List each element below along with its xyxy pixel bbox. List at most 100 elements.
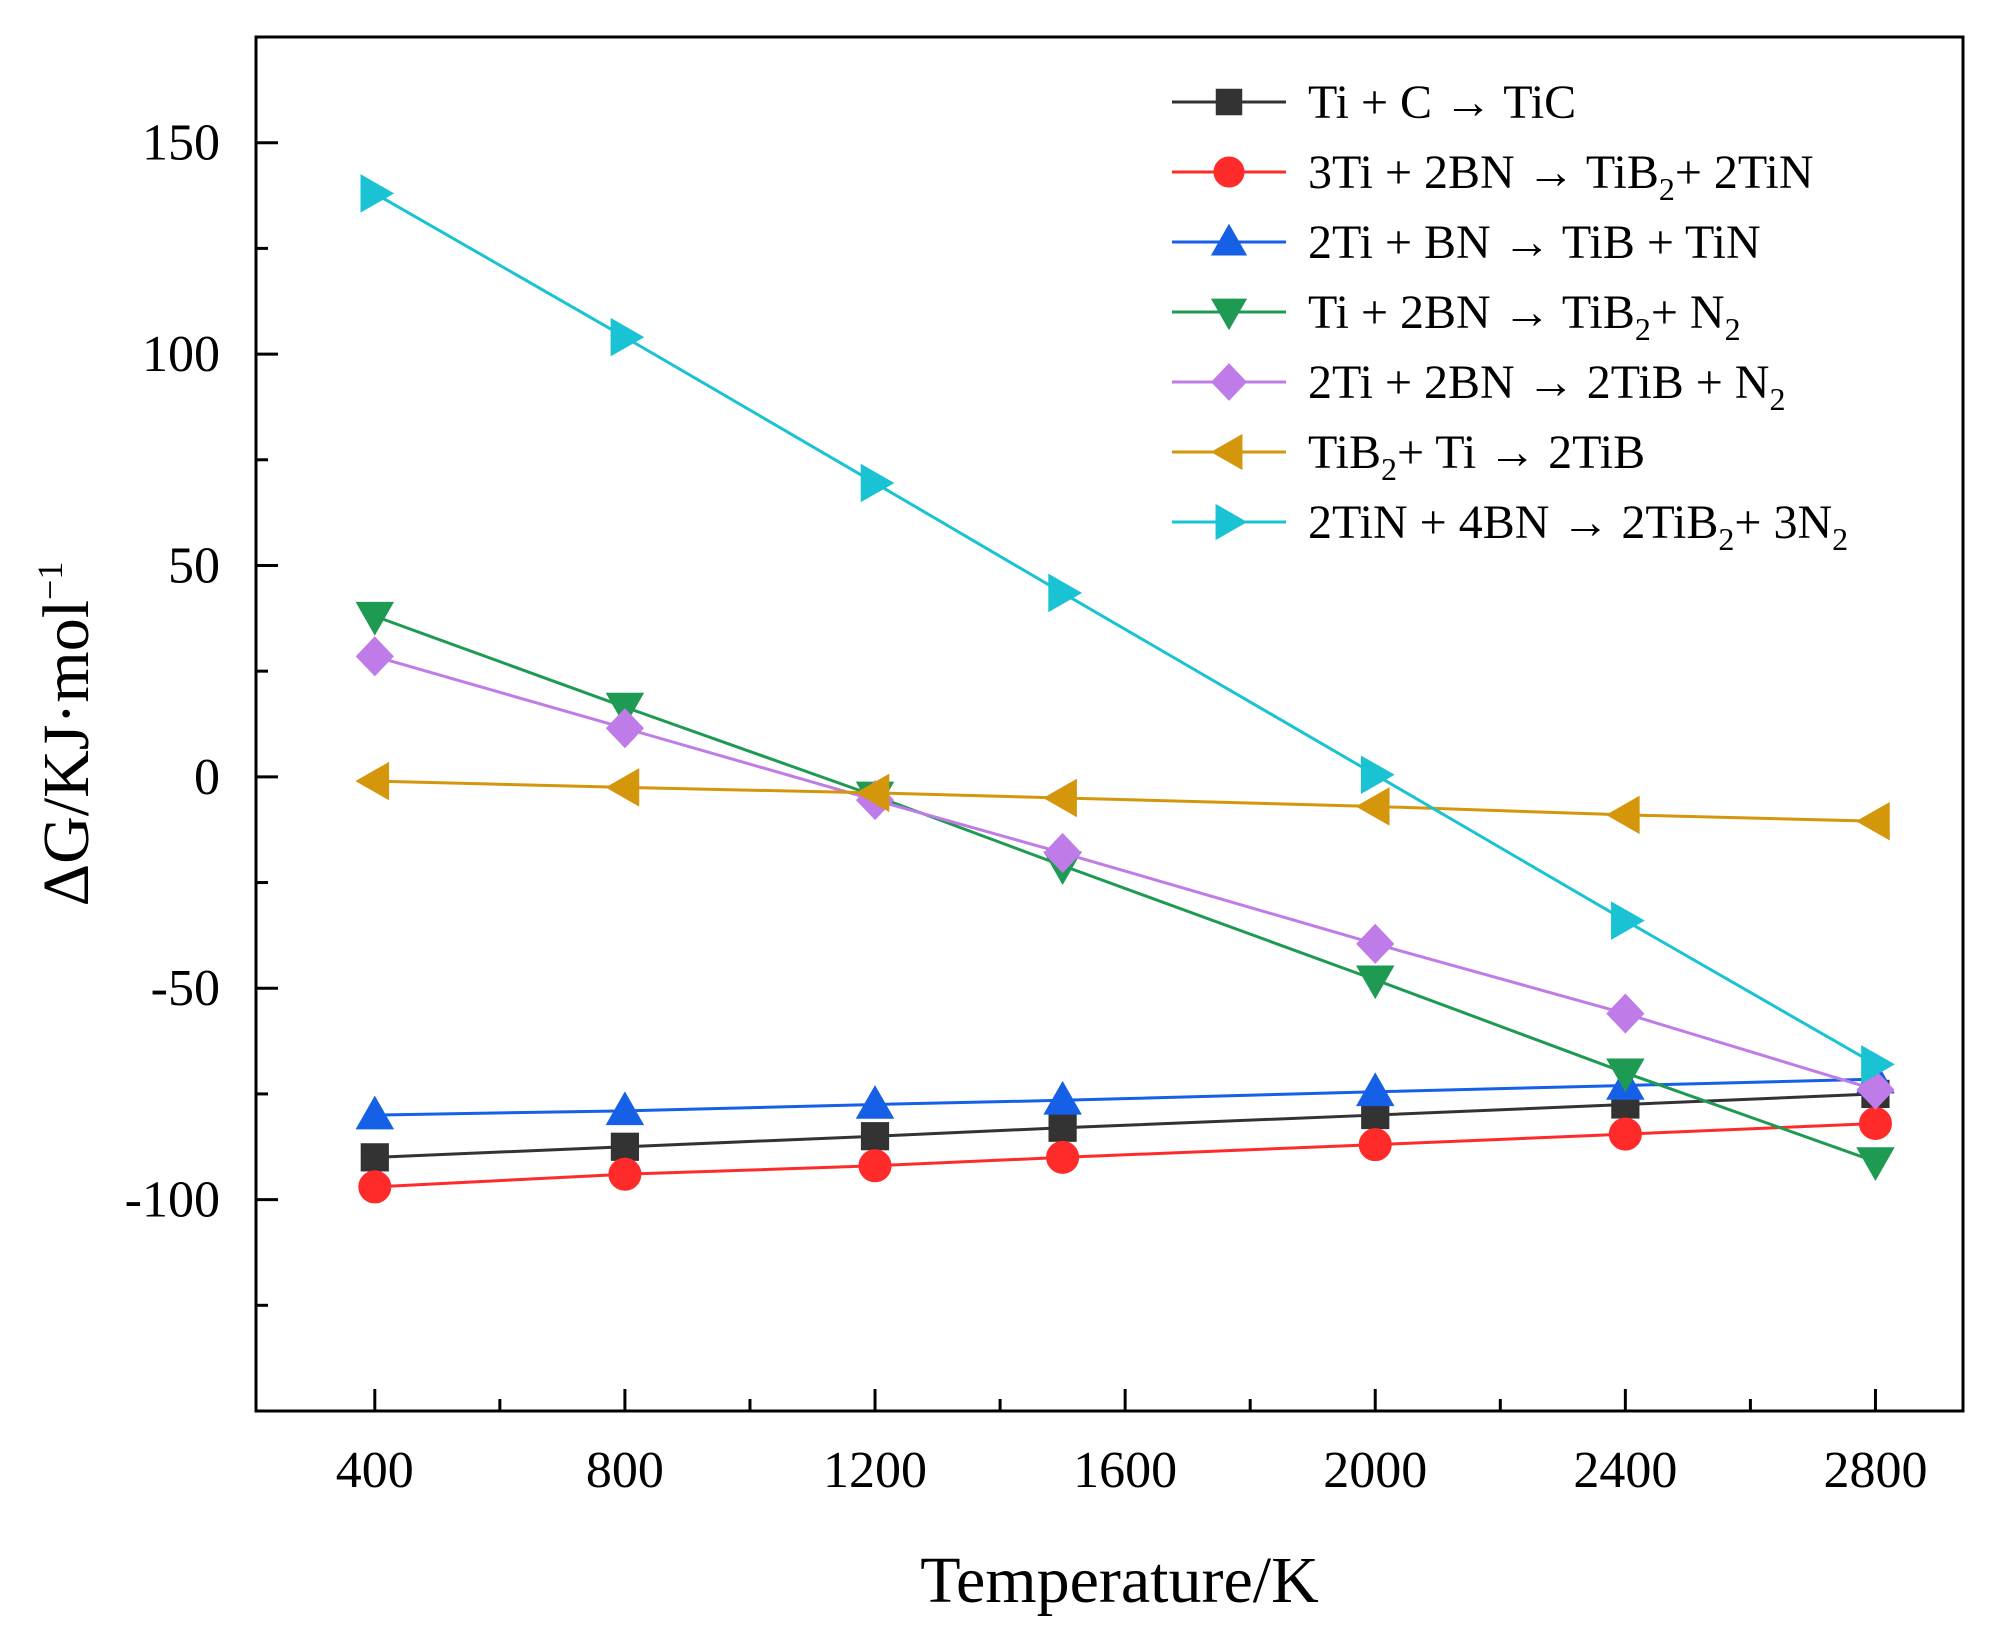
legend-label-part: Ti + C → TiC <box>1308 76 1576 129</box>
data-point <box>858 1149 892 1183</box>
data-point <box>1043 1080 1082 1115</box>
data-point <box>855 1085 895 1119</box>
data-point <box>610 317 645 357</box>
data-point <box>1858 1107 1892 1141</box>
legend-marker <box>1210 298 1248 331</box>
legend-label-subscript: 2 <box>1635 311 1651 347</box>
data-point <box>1048 573 1083 613</box>
legend-label-part: 3Ti + 2BN → TiB <box>1308 146 1659 199</box>
x-tick-label: 2800 <box>1823 1442 1927 1499</box>
data-point <box>608 1157 642 1191</box>
legend-entry-4: Ti + 2BN → TiB2+ N2 <box>1172 286 1741 347</box>
data-point <box>360 174 395 213</box>
legend-label-part: Ti + 2BN → TiB <box>1308 286 1635 339</box>
legend-label-subscript: 2 <box>1381 451 1397 487</box>
data-point <box>855 773 890 813</box>
y-tick-label: 100 <box>142 326 220 383</box>
data-point <box>1861 1045 1895 1084</box>
data-point <box>1355 1072 1395 1107</box>
legend-entry-2: 3Ti + 2BN → TiB2+ 2TiN <box>1172 146 1814 207</box>
y-axis-title: ΔG/KJ·mol−1 <box>30 562 103 907</box>
data-point <box>1358 1128 1392 1162</box>
legend-marker <box>1211 363 1247 401</box>
data-point <box>360 1143 389 1172</box>
legend-marker <box>1210 223 1248 256</box>
legend-label-part: + N <box>1651 286 1725 339</box>
plot-frame <box>254 35 1965 1413</box>
legend-label-part: + 3N <box>1734 496 1832 549</box>
legend-entry-3: 2Ti + BN → TiB + TiN <box>1172 216 1761 269</box>
legend-entry-7: 2TiN + 4BN → 2TiB2+ 3N2 <box>1172 496 1848 557</box>
data-point <box>1356 923 1395 964</box>
data-point <box>860 463 895 503</box>
legend-label-subscript: 2 <box>1832 521 1848 557</box>
legend-label: 2Ti + 2BN → 2TiB + N2 <box>1308 356 1785 417</box>
x-tick-label: 2400 <box>1573 1442 1677 1499</box>
data-point <box>605 1091 645 1126</box>
x-tick-label: 1200 <box>823 1442 927 1499</box>
legend-label-part: 2TiN + 4BN → 2TiB <box>1308 496 1718 549</box>
legend-label: Ti + 2BN → TiB2+ N2 <box>1308 286 1741 347</box>
data-point <box>1605 795 1640 835</box>
x-tick-label: 800 <box>586 1442 664 1499</box>
data-point <box>605 768 640 807</box>
y-axis-title-main: ΔG/KJ·mol <box>30 600 103 906</box>
data-point <box>355 761 390 801</box>
series-6 <box>355 761 1890 841</box>
legend-label-subscript: 2 <box>1725 311 1741 347</box>
legend-label-subscript: 2 <box>1659 171 1675 207</box>
legend-label: 3Ti + 2BN → TiB2+ 2TiN <box>1308 146 1814 207</box>
data-point <box>860 1122 890 1151</box>
data-point <box>1043 778 1077 818</box>
legend-label: 2Ti + BN → TiB + TiN <box>1308 216 1761 269</box>
data-point <box>610 1132 640 1161</box>
x-tick-label: 2000 <box>1323 1442 1427 1499</box>
series-2 <box>358 1107 1892 1204</box>
data-point <box>1608 1117 1642 1151</box>
data-point <box>355 636 394 677</box>
data-point <box>1856 1147 1895 1181</box>
legend-label-part: TiB <box>1308 426 1381 479</box>
data-point <box>1856 1069 1895 1110</box>
data-point <box>1606 1058 1645 1093</box>
legend-label-part: 2Ti + 2BN → 2TiB + N <box>1308 356 1769 409</box>
data-point <box>1043 832 1082 873</box>
data-point <box>355 601 395 636</box>
data-point <box>1046 1140 1080 1174</box>
data-point <box>1856 801 1890 841</box>
legend-label: TiB2+ Ti → 2TiB <box>1308 426 1645 487</box>
legend-entry-6: TiB2+ Ti → 2TiB <box>1172 426 1645 487</box>
data-point <box>605 708 645 749</box>
legend-marker <box>1213 156 1245 188</box>
data-point <box>1611 901 1645 940</box>
y-tick-label: -100 <box>125 1172 220 1229</box>
y-tick-label: 150 <box>142 115 220 172</box>
series-7 <box>360 174 1895 1084</box>
data-point <box>1355 965 1395 1000</box>
legend-entry-1: Ti + C → TiC <box>1172 76 1576 129</box>
data-point <box>1606 993 1645 1034</box>
x-axis-title: Temperature/K <box>920 1544 1319 1617</box>
y-tick-label: -50 <box>151 960 220 1017</box>
legend-label-part: 2Ti + BN → TiB + TiN <box>1308 216 1761 269</box>
data-point <box>358 1170 392 1204</box>
x-tick-label: 1600 <box>1073 1442 1177 1499</box>
legend-marker <box>1210 433 1243 471</box>
data-point <box>1355 787 1390 826</box>
series-layer <box>355 174 1895 1204</box>
y-tick-label: 50 <box>168 537 220 594</box>
axes-layer: 400 800 1200 1600 2000 2400 2800 150 100 50 0 -50 -1… <box>125 35 1927 1499</box>
legend-label: Ti + C → TiC <box>1308 76 1576 129</box>
x-tick-label: 400 <box>336 1442 414 1499</box>
legend-marker <box>1215 503 1248 541</box>
y-axis-title-sup: −1 <box>30 562 70 600</box>
legend-label-part: + Ti → 2TiB <box>1397 426 1645 479</box>
legend-label-subscript: 2 <box>1718 521 1734 557</box>
legend-label-part: + 2TiN <box>1675 146 1814 199</box>
y-tick-label: 0 <box>194 749 220 806</box>
data-point <box>1048 1113 1077 1142</box>
legend-marker <box>1215 88 1243 116</box>
